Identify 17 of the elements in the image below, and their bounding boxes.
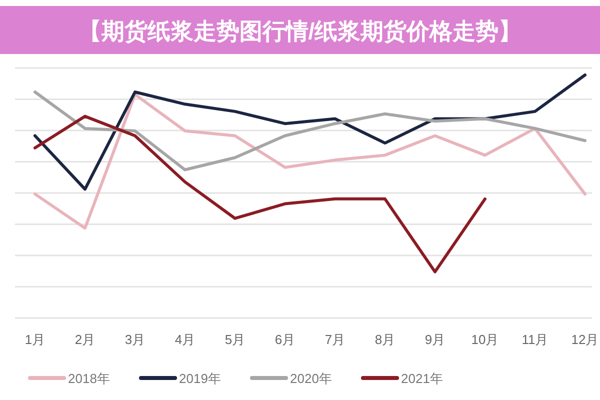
x-tick-label: 4月 — [174, 332, 196, 347]
legend-label: 2021年 — [401, 371, 443, 386]
x-tick-label: 3月 — [124, 332, 146, 347]
chart-title: 【期货纸浆走势图行情/纸浆期货价格走势】 — [78, 18, 522, 44]
x-tick-label: 8月 — [374, 332, 396, 347]
legend-label: 2018年 — [68, 371, 110, 386]
x-tick-label: 5月 — [224, 332, 246, 347]
x-tick-label: 9月 — [424, 332, 446, 347]
x-tick-label: 1月 — [24, 332, 46, 347]
x-tick-label: 2月 — [74, 332, 96, 347]
x-tick-label: 6月 — [274, 332, 296, 347]
legend-label: 2019年 — [179, 371, 221, 386]
x-tick-label: 10月 — [471, 332, 499, 347]
x-tick-label: 12月 — [571, 332, 599, 347]
x-tick-label: 11月 — [522, 332, 548, 347]
legend-label: 2020年 — [290, 371, 332, 386]
x-tick-label: 7月 — [324, 332, 346, 347]
